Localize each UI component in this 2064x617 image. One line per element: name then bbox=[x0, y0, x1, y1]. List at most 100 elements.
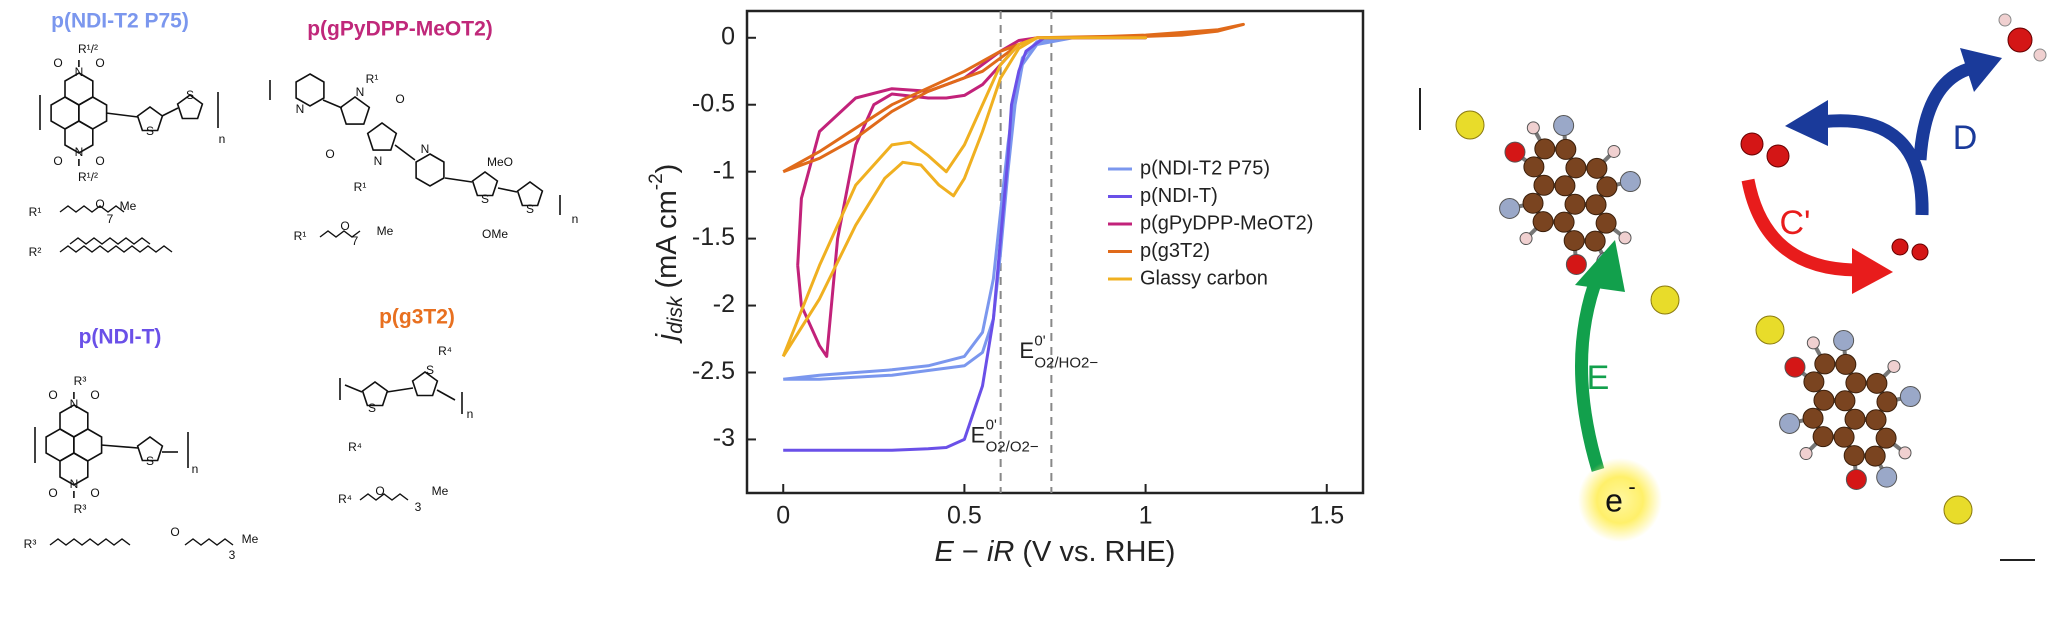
atom-label: R³ bbox=[24, 537, 37, 551]
y-tick-label: -2 bbox=[713, 290, 735, 318]
atom bbox=[1864, 445, 1886, 467]
atom-label: O bbox=[375, 484, 384, 498]
structure-name: p(g3T2) bbox=[379, 306, 455, 329]
atom-label: 7 bbox=[352, 234, 359, 248]
y-axis-label-sub: disk bbox=[664, 295, 687, 334]
side-chain bbox=[69, 237, 151, 245]
bond bbox=[436, 389, 456, 401]
ring bbox=[516, 181, 544, 207]
side-chain bbox=[59, 245, 173, 253]
atom-label: O bbox=[340, 219, 349, 233]
atom bbox=[1876, 391, 1898, 413]
atom-label: N bbox=[421, 142, 430, 156]
annotation-sup: 0' bbox=[1034, 332, 1045, 349]
atom bbox=[1812, 426, 1834, 448]
atom bbox=[1504, 141, 1526, 163]
atom bbox=[1565, 253, 1587, 275]
x-tick-label: 1 bbox=[1139, 502, 1153, 530]
atom-label: MeO bbox=[487, 155, 513, 169]
atom-label: R¹ bbox=[354, 180, 367, 194]
structure-name: p(gPyDPP-MeOT2) bbox=[307, 18, 493, 41]
ring bbox=[176, 94, 204, 120]
bond bbox=[161, 107, 179, 117]
atom-label: n bbox=[219, 132, 226, 146]
arrow bbox=[1913, 61, 1974, 161]
bond bbox=[344, 384, 363, 393]
oxygen-atom bbox=[1740, 132, 1764, 156]
atom-label: OMe bbox=[482, 227, 508, 241]
atom-label: R¹/² bbox=[78, 170, 98, 184]
bond bbox=[444, 177, 473, 183]
ring bbox=[415, 153, 445, 187]
ring bbox=[59, 452, 89, 486]
atom bbox=[1799, 447, 1813, 461]
atom-label: O bbox=[48, 388, 57, 402]
atom-label: 3 bbox=[415, 500, 422, 514]
atom bbox=[1533, 174, 1555, 196]
atom-label: S bbox=[186, 88, 194, 102]
sulfur-atom bbox=[1943, 495, 1973, 525]
side-chain bbox=[359, 493, 409, 501]
y-tick-label: -3 bbox=[713, 424, 735, 452]
data-line bbox=[783, 36, 1146, 452]
electron-label: e bbox=[1605, 482, 1623, 518]
atom bbox=[1563, 230, 1585, 252]
side-chain bbox=[319, 230, 361, 238]
atom-label: R⁴ bbox=[438, 344, 452, 358]
atom-label: N bbox=[75, 65, 84, 79]
atom bbox=[1784, 356, 1806, 378]
atom bbox=[1803, 371, 1825, 393]
atom-label: N bbox=[374, 154, 383, 168]
atom bbox=[1806, 336, 1820, 350]
atom-label: N bbox=[356, 85, 365, 99]
annotation-sub: O2/HO2− bbox=[1034, 354, 1098, 371]
atom bbox=[1619, 171, 1641, 193]
arrow-head bbox=[1960, 48, 2002, 92]
atom-label: n bbox=[467, 407, 474, 421]
atom-label: R² bbox=[29, 245, 42, 259]
atom-label: R⁴ bbox=[348, 440, 362, 454]
atom bbox=[1499, 197, 1521, 219]
structure-name: p(NDI-T2 P75) bbox=[51, 10, 189, 33]
atom bbox=[1843, 445, 1865, 467]
atom bbox=[1865, 409, 1887, 431]
atom bbox=[1899, 386, 1921, 408]
atom-label: N bbox=[75, 145, 84, 159]
legend-label: p(NDI-T2 P75) bbox=[1140, 157, 1270, 179]
atom-label: O bbox=[48, 486, 57, 500]
x-axis-label: E − iR (V vs. RHE) bbox=[935, 536, 1176, 568]
atom-label: O bbox=[95, 197, 104, 211]
atom-label: S bbox=[426, 363, 434, 377]
ring bbox=[366, 122, 398, 151]
atom bbox=[1802, 407, 1824, 429]
legend-label: Glassy carbon bbox=[1140, 267, 1268, 289]
atom bbox=[1534, 138, 1556, 160]
annotation-base: E bbox=[971, 423, 986, 448]
atom bbox=[1618, 231, 1632, 245]
ring bbox=[339, 96, 371, 125]
atom bbox=[1866, 372, 1888, 394]
bond bbox=[386, 387, 414, 393]
atom-label: R³ bbox=[74, 502, 87, 516]
atom bbox=[1596, 176, 1618, 198]
atom-label: R⁴ bbox=[338, 492, 352, 506]
bond bbox=[105, 112, 139, 118]
atom bbox=[1584, 230, 1606, 252]
annotation-sub: O2/O2− bbox=[986, 439, 1039, 456]
annotation-sup: 0' bbox=[986, 417, 997, 434]
y-tick-label: -1.5 bbox=[692, 223, 735, 251]
atom-label: 7 bbox=[107, 212, 114, 226]
bond bbox=[394, 144, 416, 161]
atom bbox=[1835, 353, 1857, 375]
step-label: E bbox=[1587, 359, 1610, 397]
atom bbox=[1779, 412, 1801, 434]
legend-label: p(NDI-T) bbox=[1140, 185, 1218, 207]
atom bbox=[1876, 466, 1898, 488]
side-chain bbox=[184, 538, 234, 546]
atom-label: S bbox=[146, 124, 154, 138]
side-chain bbox=[59, 205, 125, 213]
step-label: C' bbox=[1779, 204, 1810, 242]
atom bbox=[1845, 468, 1867, 490]
x-axis-label-part: E bbox=[935, 536, 955, 568]
